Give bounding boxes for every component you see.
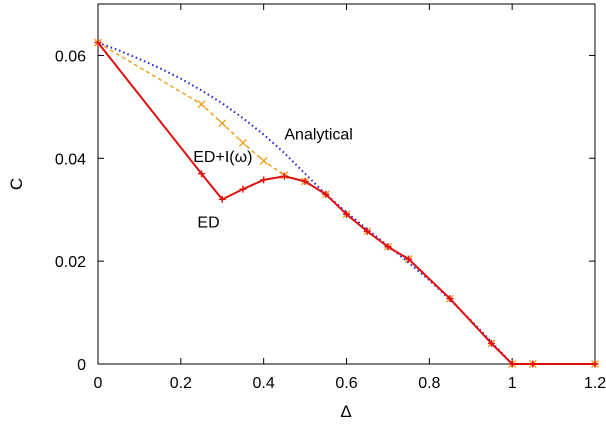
- x-tick-label: 0.6: [335, 375, 357, 392]
- y-axis-ticks: 0 0.02 0.04 0.06: [55, 48, 595, 374]
- annotation-label: ED: [197, 215, 219, 232]
- x-tick-label: 0.4: [253, 375, 275, 392]
- x-tick-label: 0.8: [418, 375, 440, 392]
- y-tick-label: 0.04: [55, 151, 86, 168]
- data-point-ed: [218, 195, 226, 203]
- y-tick-label: 0.06: [55, 48, 86, 65]
- x-axis-label: Δ: [340, 402, 351, 421]
- x-tick-label: 0: [94, 375, 103, 392]
- data-point-ed: [508, 360, 516, 368]
- annotations: Analytical ED+I(ω) ED: [193, 126, 353, 231]
- data-point-ed-i-omega: [218, 119, 227, 128]
- data-point-ed: [487, 339, 495, 347]
- data-point-ed: [301, 177, 309, 185]
- data-point-ed: [446, 295, 454, 303]
- data-point-ed-i-omega: [259, 156, 268, 165]
- series-layer: [94, 38, 599, 368]
- x-tick-label: 0.2: [170, 375, 192, 392]
- data-point-ed: [239, 185, 247, 193]
- x-axis-ticks: 0 0.2 0.4 0.6 0.8 1 1.2: [94, 4, 606, 392]
- data-point-ed: [322, 190, 330, 198]
- data-point-ed: [280, 172, 288, 180]
- annotation-label: Analytical: [284, 126, 352, 143]
- data-point-ed-i-omega: [238, 138, 247, 147]
- y-axis-label: C: [7, 178, 26, 190]
- data-point-ed-i-omega: [197, 100, 206, 109]
- data-point-ed: [529, 360, 537, 368]
- data-point-ed: [260, 176, 268, 184]
- annotation-label: ED+I(ω): [193, 149, 252, 166]
- y-tick-label: 0: [77, 357, 86, 374]
- data-point-ed: [591, 360, 599, 368]
- data-point-ed: [405, 255, 413, 263]
- series-line-ed: [97, 41, 595, 365]
- data-point-ed: [343, 210, 350, 218]
- data-point-ed: [94, 39, 102, 47]
- series-line-ed-i-omega: [97, 41, 595, 365]
- data-point-ed: [198, 170, 206, 178]
- plot-frame: [97, 3, 596, 365]
- series-line-analytical: [97, 41, 595, 365]
- x-tick-label: 1.2: [584, 375, 606, 392]
- y-tick-label: 0.02: [55, 254, 86, 271]
- data-point-ed: [384, 243, 392, 251]
- x-tick-label: 1: [508, 375, 517, 392]
- data-point-ed: [363, 227, 371, 235]
